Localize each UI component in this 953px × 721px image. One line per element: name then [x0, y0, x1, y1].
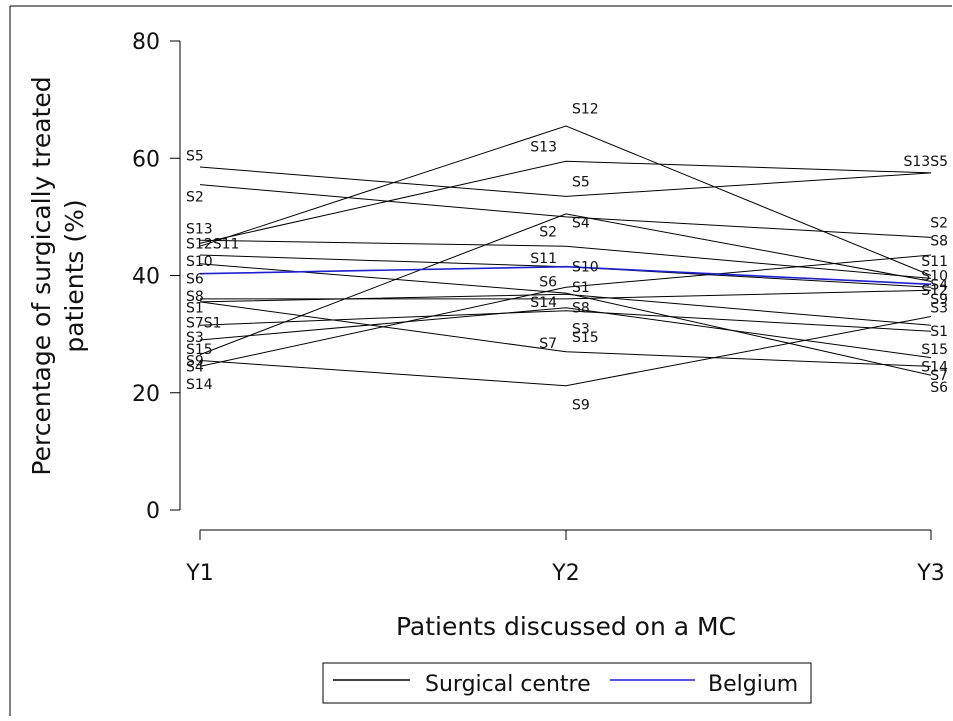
series-point-label: S4 [572, 216, 590, 232]
series-point-label: S15 [572, 330, 599, 346]
legend-label: Belgium [708, 672, 798, 697]
series-point-label: S9 [930, 292, 948, 308]
series-point-label: S6 [539, 274, 557, 290]
series-point-label: S2 [539, 225, 557, 241]
x-axis-title: Patients discussed on a MC [396, 612, 736, 641]
axes: 0 20 40 60 80 Y1 Y2 Y3 Patients discussed on a M… [27, 30, 945, 641]
series-line-s9 [199, 316, 932, 387]
legend-label: Surgical centre [425, 672, 591, 697]
series-line-belgium [199, 265, 932, 286]
series-line-s3 [199, 310, 932, 332]
y-axis-title-line: Percentage of surgically treated [27, 76, 56, 475]
y-tick-label: 0 [146, 499, 160, 524]
series-point-label: S3 [186, 330, 204, 346]
y-tick-label: 40 [132, 265, 160, 290]
series-line-s6 [199, 263, 932, 376]
series-point-label: S10 [186, 254, 213, 270]
series-point-label: S1 [572, 280, 590, 296]
series-point-label: S7 [930, 368, 948, 384]
series-point-label: S3 [930, 301, 948, 317]
series-line-s5 [199, 166, 932, 197]
series-point-label: S14 [921, 359, 948, 375]
series-point-label: S5 [572, 175, 590, 191]
series-point-label: S8 [930, 233, 948, 249]
series-line-s2 [199, 184, 932, 238]
series-point-label: S14 [186, 377, 213, 393]
series-line-s15 [199, 307, 932, 359]
series-line-s8 [200, 289, 932, 300]
series-point-label: S2 [930, 216, 948, 232]
series-point-label: S7 [539, 336, 557, 352]
x-tick-label: Y1 [185, 561, 213, 586]
y-tick-label: 80 [132, 30, 160, 55]
y-axis-title: Percentage of surgically treated patients… [27, 76, 89, 475]
series-line-s11 [199, 239, 932, 279]
series-point-label: S3 [572, 321, 590, 337]
series-line-s7 [199, 301, 932, 367]
series-point-label: S14 [530, 295, 557, 311]
series-point-label: S13 [530, 140, 557, 156]
series-point-label: S8 [572, 301, 590, 317]
y-tick-label: 20 [132, 382, 160, 407]
series-point-label: S9 [572, 397, 590, 413]
series-line-s13 [199, 160, 932, 244]
series-point-label: S10 [921, 269, 948, 285]
y-tick-label: 60 [132, 147, 160, 172]
series-point-label: S1 [930, 324, 948, 340]
legend: Surgical centre Belgium [322, 662, 812, 704]
x-tick-label: Y3 [916, 561, 944, 586]
series-point-label: S8 [186, 289, 204, 305]
series-point-label: S1 [186, 301, 204, 317]
series-point-label: S5 [186, 148, 204, 164]
chart-frame [9, 5, 952, 716]
legend-box [322, 662, 812, 704]
series-point-label: S15 [186, 342, 213, 358]
series-point-label: S6 [186, 271, 204, 287]
series-point-label: S10 [572, 260, 599, 276]
series-point-label: S12S11 [186, 236, 239, 252]
series-point-label: S4 [930, 277, 948, 293]
series-point-label: S12 [921, 283, 948, 299]
series-labels: S5S2S13S12S11S10S6S8S1S7S1S3S15S9S4S14S1… [186, 101, 948, 413]
series-line-s12 [199, 125, 932, 276]
series-point-label: S7S1 [186, 315, 222, 331]
series-point-label: S6 [930, 380, 948, 396]
series-point-label: S11 [530, 251, 557, 267]
x-tick-label: Y2 [551, 561, 579, 586]
series-lines [199, 125, 932, 387]
series-point-label: S4 [186, 359, 204, 375]
series-point-label: S9 [186, 354, 204, 370]
series-point-label: S13 [186, 222, 213, 238]
series-point-label: S2 [186, 189, 204, 205]
series-point-label: S15 [921, 342, 948, 358]
series-line-s4 [199, 213, 932, 356]
y-axis-title-line: patients (%) [60, 199, 89, 352]
series-line-s14 [199, 254, 932, 367]
series-point-label: S12 [572, 101, 599, 117]
series-point-label: S11 [921, 254, 948, 270]
series-point-label: S13S5 [904, 154, 949, 170]
